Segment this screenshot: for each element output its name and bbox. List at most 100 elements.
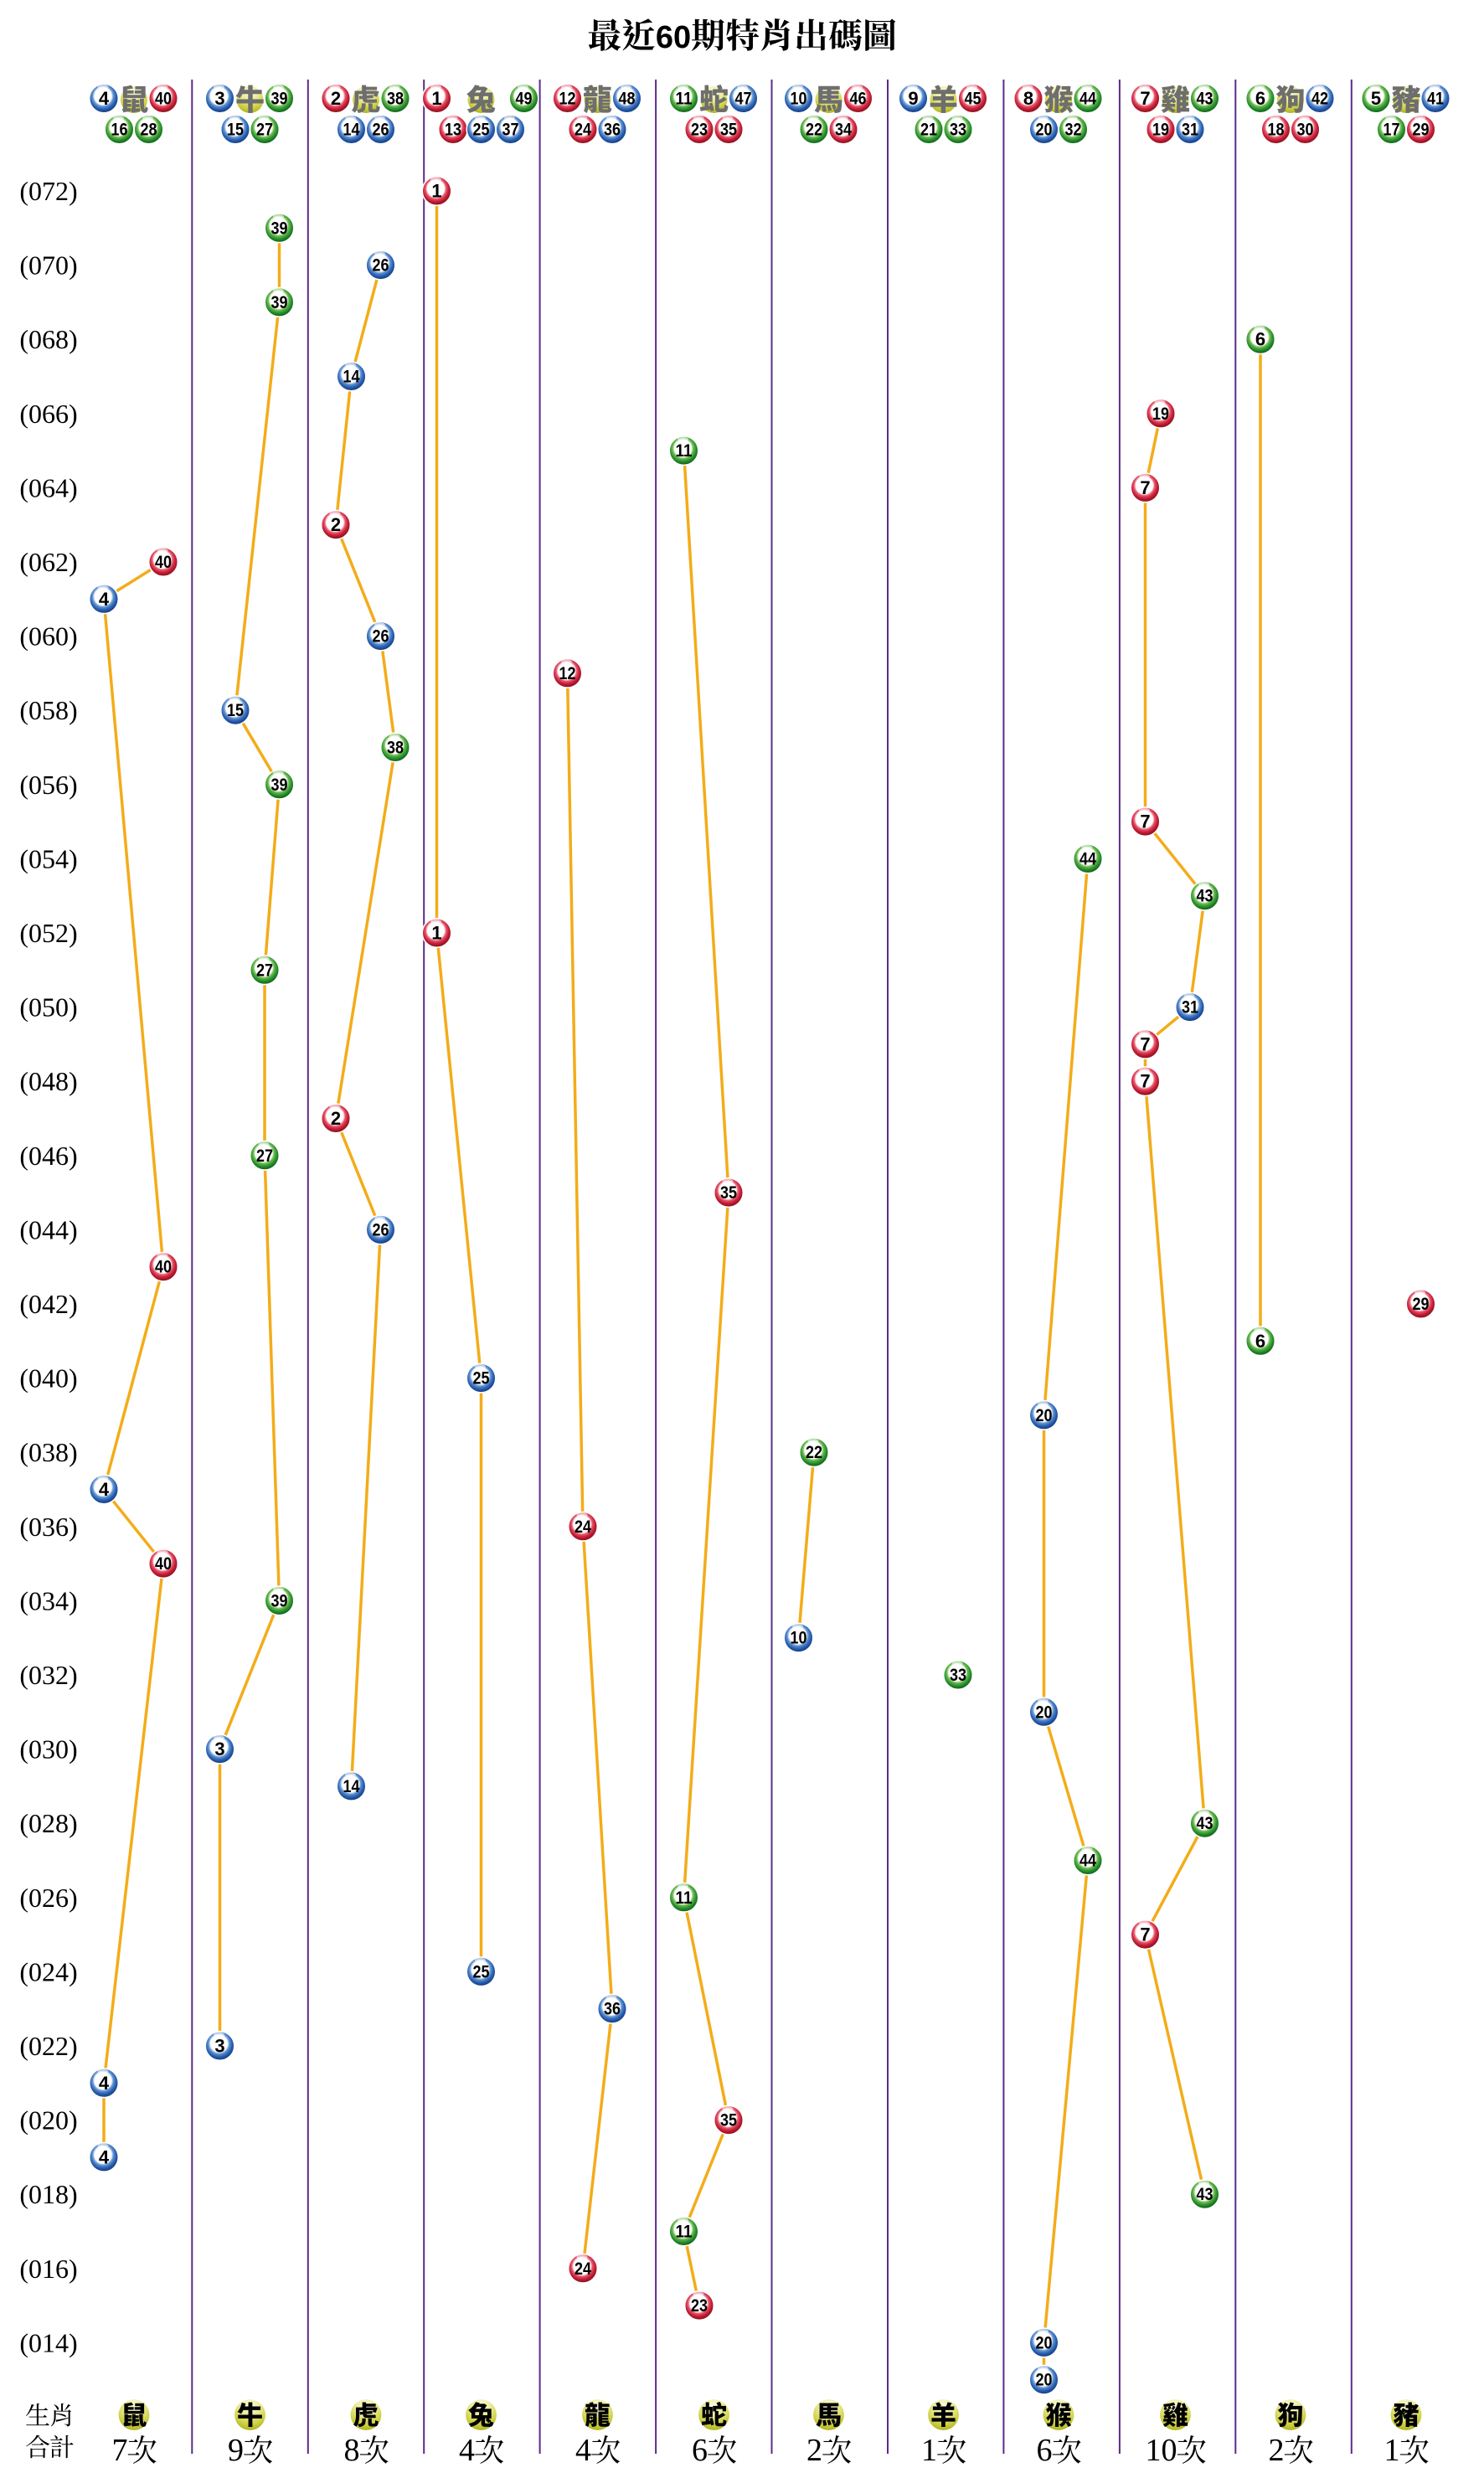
svg-text:20: 20 (1036, 2371, 1053, 2390)
svg-text:7: 7 (1140, 88, 1150, 109)
svg-text:10: 10 (1146, 2433, 1177, 2468)
svg-text:7: 7 (1140, 1924, 1150, 1945)
svg-text:4: 4 (99, 2073, 110, 2094)
svg-text:(018): (018) (19, 2179, 77, 2209)
svg-text:44: 44 (1080, 90, 1096, 109)
svg-text:9: 9 (228, 2433, 244, 2468)
svg-text:4: 4 (459, 2433, 475, 2468)
svg-text:39: 39 (271, 1591, 288, 1610)
svg-text:27: 27 (256, 1146, 273, 1166)
svg-text:34: 34 (835, 121, 852, 140)
svg-text:40: 40 (155, 1258, 172, 1277)
svg-text:(016): (016) (19, 2254, 77, 2284)
svg-text:(056): (056) (19, 770, 77, 800)
svg-text:(060): (060) (19, 621, 77, 652)
svg-text:41: 41 (1427, 90, 1444, 109)
svg-text:(036): (036) (19, 1512, 77, 1542)
svg-text:25: 25 (473, 1369, 490, 1388)
svg-text:23: 23 (691, 2296, 708, 2316)
svg-text:39: 39 (271, 775, 288, 795)
svg-text:1: 1 (1384, 2433, 1400, 2468)
svg-text:4: 4 (99, 589, 110, 610)
svg-text:(024): (024) (19, 1956, 77, 1986)
svg-text:36: 36 (604, 2000, 621, 2019)
svg-text:38: 38 (387, 739, 404, 758)
svg-text:12: 12 (559, 90, 576, 109)
svg-text:4: 4 (99, 1479, 110, 1500)
svg-text:22: 22 (806, 121, 822, 140)
svg-text:(020): (020) (19, 2105, 77, 2136)
svg-text:37: 37 (502, 121, 519, 140)
svg-text:11: 11 (676, 90, 693, 109)
svg-text:33: 33 (950, 121, 966, 140)
svg-text:29: 29 (1413, 121, 1430, 140)
svg-text:36: 36 (604, 121, 621, 140)
svg-text:44: 44 (1080, 849, 1096, 868)
svg-text:9: 9 (908, 88, 918, 109)
svg-text:(064): (064) (19, 472, 77, 502)
svg-text:2: 2 (806, 2433, 822, 2468)
svg-text:26: 26 (373, 121, 389, 140)
svg-text:39: 39 (271, 90, 288, 109)
svg-text:40: 40 (155, 553, 172, 572)
svg-text:(072): (072) (19, 176, 77, 206)
svg-text:7: 7 (1140, 477, 1150, 498)
svg-text:(050): (050) (19, 992, 77, 1023)
svg-text:17: 17 (1384, 121, 1400, 140)
svg-text:60: 60 (656, 20, 691, 55)
svg-text:14: 14 (343, 121, 360, 140)
svg-text:(046): (046) (19, 1141, 77, 1171)
svg-text:3: 3 (214, 2036, 224, 2057)
svg-text:44: 44 (1080, 1852, 1096, 1871)
svg-text:(032): (032) (19, 1660, 77, 1690)
svg-text:24: 24 (575, 121, 591, 140)
svg-text:46: 46 (850, 90, 867, 109)
svg-text:33: 33 (950, 1666, 966, 1685)
svg-text:26: 26 (373, 256, 389, 276)
svg-text:22: 22 (806, 1443, 822, 1462)
svg-text:28: 28 (141, 121, 157, 140)
svg-text:40: 40 (155, 90, 172, 109)
svg-text:25: 25 (473, 121, 490, 140)
svg-text:35: 35 (720, 121, 737, 140)
svg-text:47: 47 (735, 90, 752, 109)
svg-text:1: 1 (431, 88, 441, 109)
svg-text:45: 45 (965, 90, 982, 109)
svg-text:(028): (028) (19, 1808, 77, 1838)
svg-text:49: 49 (516, 90, 533, 109)
svg-text:(014): (014) (19, 2327, 77, 2357)
svg-text:(044): (044) (19, 1214, 77, 1244)
svg-text:23: 23 (691, 121, 708, 140)
svg-text:11: 11 (676, 441, 693, 461)
svg-text:20: 20 (1036, 1703, 1053, 1722)
svg-text:6: 6 (692, 2433, 708, 2468)
svg-text:7: 7 (112, 2433, 128, 2468)
svg-text:1: 1 (431, 181, 441, 202)
svg-text:(038): (038) (19, 1437, 77, 1467)
svg-text:5: 5 (1371, 88, 1381, 109)
svg-text:4: 4 (99, 2146, 110, 2167)
svg-text:43: 43 (1197, 2185, 1213, 2204)
svg-text:3: 3 (214, 88, 224, 109)
svg-text:2: 2 (331, 514, 341, 535)
svg-text:38: 38 (387, 90, 404, 109)
svg-text:20: 20 (1036, 121, 1053, 140)
svg-text:(058): (058) (19, 695, 77, 725)
svg-text:29: 29 (1413, 1295, 1430, 1314)
svg-text:7: 7 (1140, 1071, 1150, 1092)
svg-text:43: 43 (1197, 90, 1213, 109)
svg-text:2: 2 (331, 1108, 341, 1129)
svg-text:1: 1 (431, 923, 441, 944)
svg-text:19: 19 (1152, 404, 1169, 424)
svg-text:6: 6 (1255, 329, 1265, 350)
svg-text:(030): (030) (19, 1734, 77, 1765)
svg-text:(070): (070) (19, 250, 77, 281)
svg-text:7: 7 (1140, 811, 1150, 832)
svg-text:15: 15 (227, 121, 244, 140)
svg-text:(034): (034) (19, 1585, 77, 1615)
svg-text:21: 21 (920, 121, 937, 140)
svg-text:(040): (040) (19, 1363, 77, 1394)
svg-text:4: 4 (575, 2433, 591, 2468)
svg-text:2: 2 (1269, 2433, 1285, 2468)
svg-text:6: 6 (1255, 1331, 1265, 1352)
